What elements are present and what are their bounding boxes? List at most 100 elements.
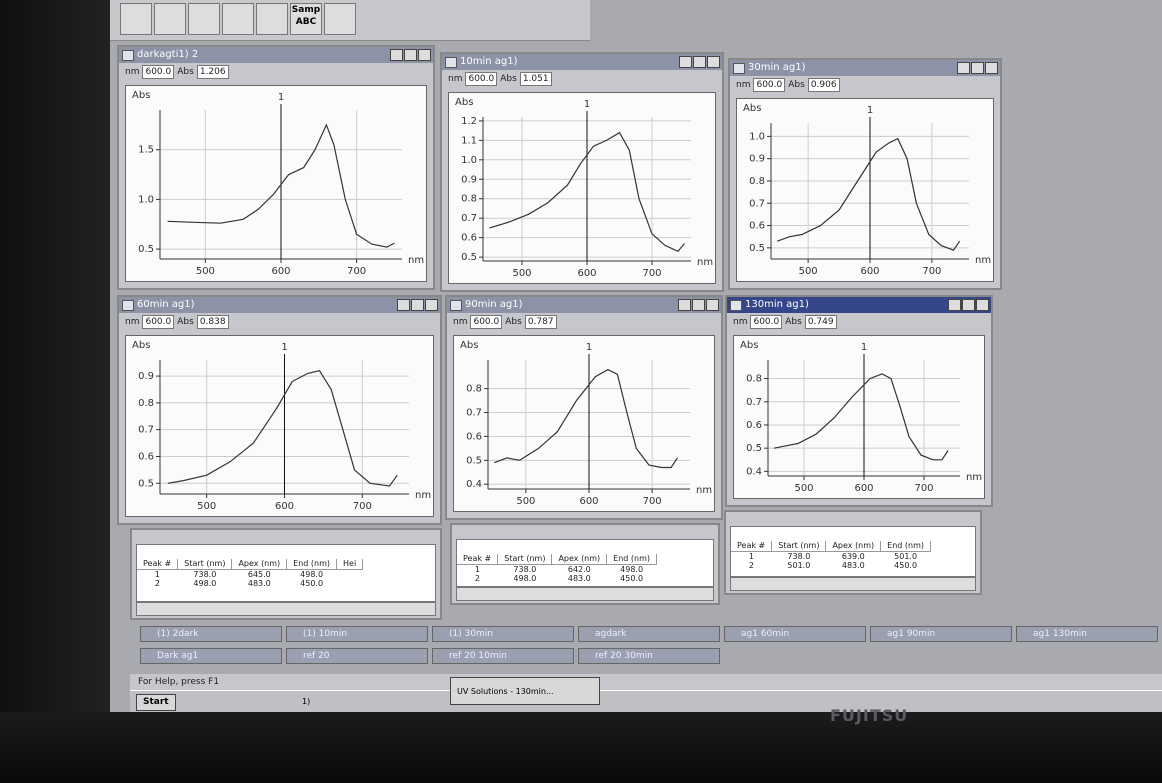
- minimize-button[interactable]: [957, 62, 970, 74]
- spectrum-line: [489, 131, 685, 253]
- window-buttons: [678, 56, 720, 70]
- abs-field[interactable]: 1.206: [196, 65, 229, 79]
- close-button[interactable]: [985, 62, 998, 74]
- y-tick-label: 1.5: [138, 145, 154, 156]
- tool-button[interactable]: [154, 3, 186, 35]
- minimize-button[interactable]: [948, 299, 961, 311]
- abs-field[interactable]: 0.906: [807, 78, 840, 92]
- tool-button[interactable]: [188, 3, 220, 35]
- task-item[interactable]: 1): [302, 697, 311, 706]
- peak-table: Peak # Start (nm) Apex (nm) End (nm) 1 738.0 6…: [457, 554, 658, 583]
- abs-field[interactable]: 1.051: [519, 72, 552, 86]
- abs-field[interactable]: 0.749: [804, 315, 837, 329]
- y-tick-label: 0.9: [461, 174, 477, 185]
- peak-table-panel: Peak # Start (nm) Apex (nm) End (nm) 1 738.0 6…: [724, 510, 982, 595]
- minimized-window[interactable]: ref 20 30min: [578, 648, 720, 664]
- y-tick-label: 0.4: [466, 479, 482, 490]
- close-button[interactable]: [707, 56, 720, 68]
- table-row: 2 498.0 483.0 450.0: [137, 579, 363, 588]
- nm-field[interactable]: 600.0: [470, 315, 503, 329]
- y-tick-label: 0.5: [138, 244, 154, 255]
- close-button[interactable]: [425, 299, 438, 311]
- minimize-button[interactable]: [678, 299, 691, 311]
- maximize-button[interactable]: [404, 49, 417, 61]
- nm-field[interactable]: 600.0: [465, 72, 498, 86]
- minimized-title: ag1 60min: [741, 629, 790, 639]
- scrollbar[interactable]: [730, 577, 976, 591]
- minimized-window[interactable]: (1) 2dark: [140, 626, 282, 642]
- minimized-window[interactable]: Dark ag1: [140, 648, 282, 664]
- minimized-window[interactable]: agdark: [578, 626, 720, 642]
- close-button[interactable]: [706, 299, 719, 311]
- nm-field[interactable]: 600.0: [753, 78, 786, 92]
- minimize-button[interactable]: [397, 299, 410, 311]
- tool-button[interactable]: [324, 3, 356, 35]
- y-tick-label: 1.0: [461, 155, 477, 166]
- maximize-button[interactable]: [693, 56, 706, 68]
- minimized-window[interactable]: ag1 60min: [724, 626, 866, 642]
- maximize-button[interactable]: [411, 299, 424, 311]
- nm-field[interactable]: 600.0: [750, 315, 783, 329]
- y-tick-label: 0.8: [461, 194, 477, 205]
- minimized-window[interactable]: ag1 130min: [1016, 626, 1158, 642]
- plot-area: Abs nm 0.5 0.6 0.7 0.8 0.9 500 600 700 1: [125, 335, 434, 517]
- minimized-window[interactable]: ref 20: [286, 648, 428, 664]
- nm-field[interactable]: 600.0: [142, 65, 175, 79]
- chart-window: 130min ag1) nm 600.0 Abs 0.749 Abs nm 0.4 0.5 0.6…: [725, 295, 993, 507]
- table-cell: 450.0: [620, 574, 644, 583]
- x-tick-label: 600: [577, 268, 596, 279]
- y-tick-label: 0.5: [466, 455, 482, 466]
- toolbar: Samp ABC: [110, 0, 590, 41]
- window-buttons: [389, 49, 431, 63]
- minimized-window[interactable]: (1) 10min: [286, 626, 428, 642]
- column-header: Start (nm): [177, 559, 233, 570]
- x-tick-label: 700: [347, 266, 366, 277]
- table-cell: 498.0: [513, 574, 537, 583]
- cursor-label: 1: [861, 342, 867, 353]
- close-button[interactable]: [418, 49, 431, 61]
- nm-label: nm: [733, 317, 748, 327]
- task-app[interactable]: UV Solutions - 130min...: [450, 677, 600, 705]
- maximize-button[interactable]: [971, 62, 984, 74]
- column-header: Peak #: [457, 554, 499, 565]
- minimized-window[interactable]: (1) 30min: [432, 626, 574, 642]
- title-bar: darkagti1) 2: [119, 47, 433, 63]
- spectrum-chart: Abs nm 0.5 0.6 0.7 0.8 0.9 1.0 500 600 700 1: [743, 103, 991, 277]
- table-cell: 483.0: [841, 561, 865, 570]
- x-tick-label: 700: [922, 266, 941, 277]
- abs-field[interactable]: 0.838: [196, 315, 229, 329]
- maximize-button[interactable]: [692, 299, 705, 311]
- scrollbar[interactable]: [136, 602, 436, 616]
- title-bar: 130min ag1): [727, 297, 991, 313]
- nm-label: nm: [453, 317, 468, 327]
- maximize-button[interactable]: [962, 299, 975, 311]
- table-cell: 645.0: [247, 570, 271, 579]
- scrollbar[interactable]: [456, 587, 714, 601]
- tool-button[interactable]: [256, 3, 288, 35]
- nm-field[interactable]: 600.0: [142, 315, 175, 329]
- y-tick-label: 0.6: [749, 221, 765, 232]
- table-cell: 498.0: [300, 570, 324, 579]
- sample-button[interactable]: Samp ABC: [290, 3, 322, 35]
- abs-field[interactable]: 0.787: [524, 315, 557, 329]
- chart-window: 60min ag1) nm 600.0 Abs 0.838 Abs nm 0.5 0.6 0.7 0…: [117, 295, 442, 525]
- minimized-window[interactable]: ag1 90min: [870, 626, 1012, 642]
- close-button[interactable]: [976, 299, 989, 311]
- y-tick-label: 0.8: [138, 398, 154, 409]
- tool-button[interactable]: [222, 3, 254, 35]
- table-cell: 483.0: [247, 579, 271, 588]
- minimized-window[interactable]: ref 20 10min: [432, 648, 574, 664]
- tool-button[interactable]: [120, 3, 152, 35]
- plot-area: Abs nm 0.5 1.0 1.5 500 600 700 1: [125, 85, 427, 282]
- y-tick-label: 0.4: [746, 466, 762, 477]
- start-button[interactable]: Start: [136, 694, 176, 711]
- button-label: Samp: [291, 5, 321, 15]
- minimize-button[interactable]: [679, 56, 692, 68]
- plot-area: Abs nm 0.5 0.6 0.7 0.8 0.9 1.0 1.1 1.2 500 600 700 1: [448, 92, 716, 284]
- minimize-button[interactable]: [390, 49, 403, 61]
- nm-label: nm: [125, 317, 140, 327]
- y-tick-label: 0.8: [746, 374, 762, 385]
- x-axis-label: nm: [966, 472, 982, 483]
- abs-label: Abs: [177, 67, 194, 77]
- table-row: 1 738.0 639.0 501.0: [731, 552, 931, 562]
